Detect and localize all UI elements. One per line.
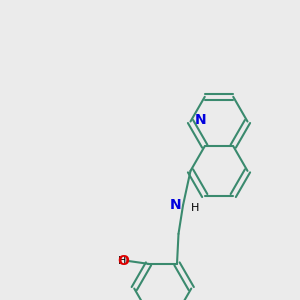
Text: H: H	[190, 203, 199, 213]
Text: N: N	[195, 113, 207, 127]
Text: O: O	[117, 254, 129, 268]
Text: N: N	[170, 198, 182, 212]
Text: H: H	[118, 256, 126, 266]
